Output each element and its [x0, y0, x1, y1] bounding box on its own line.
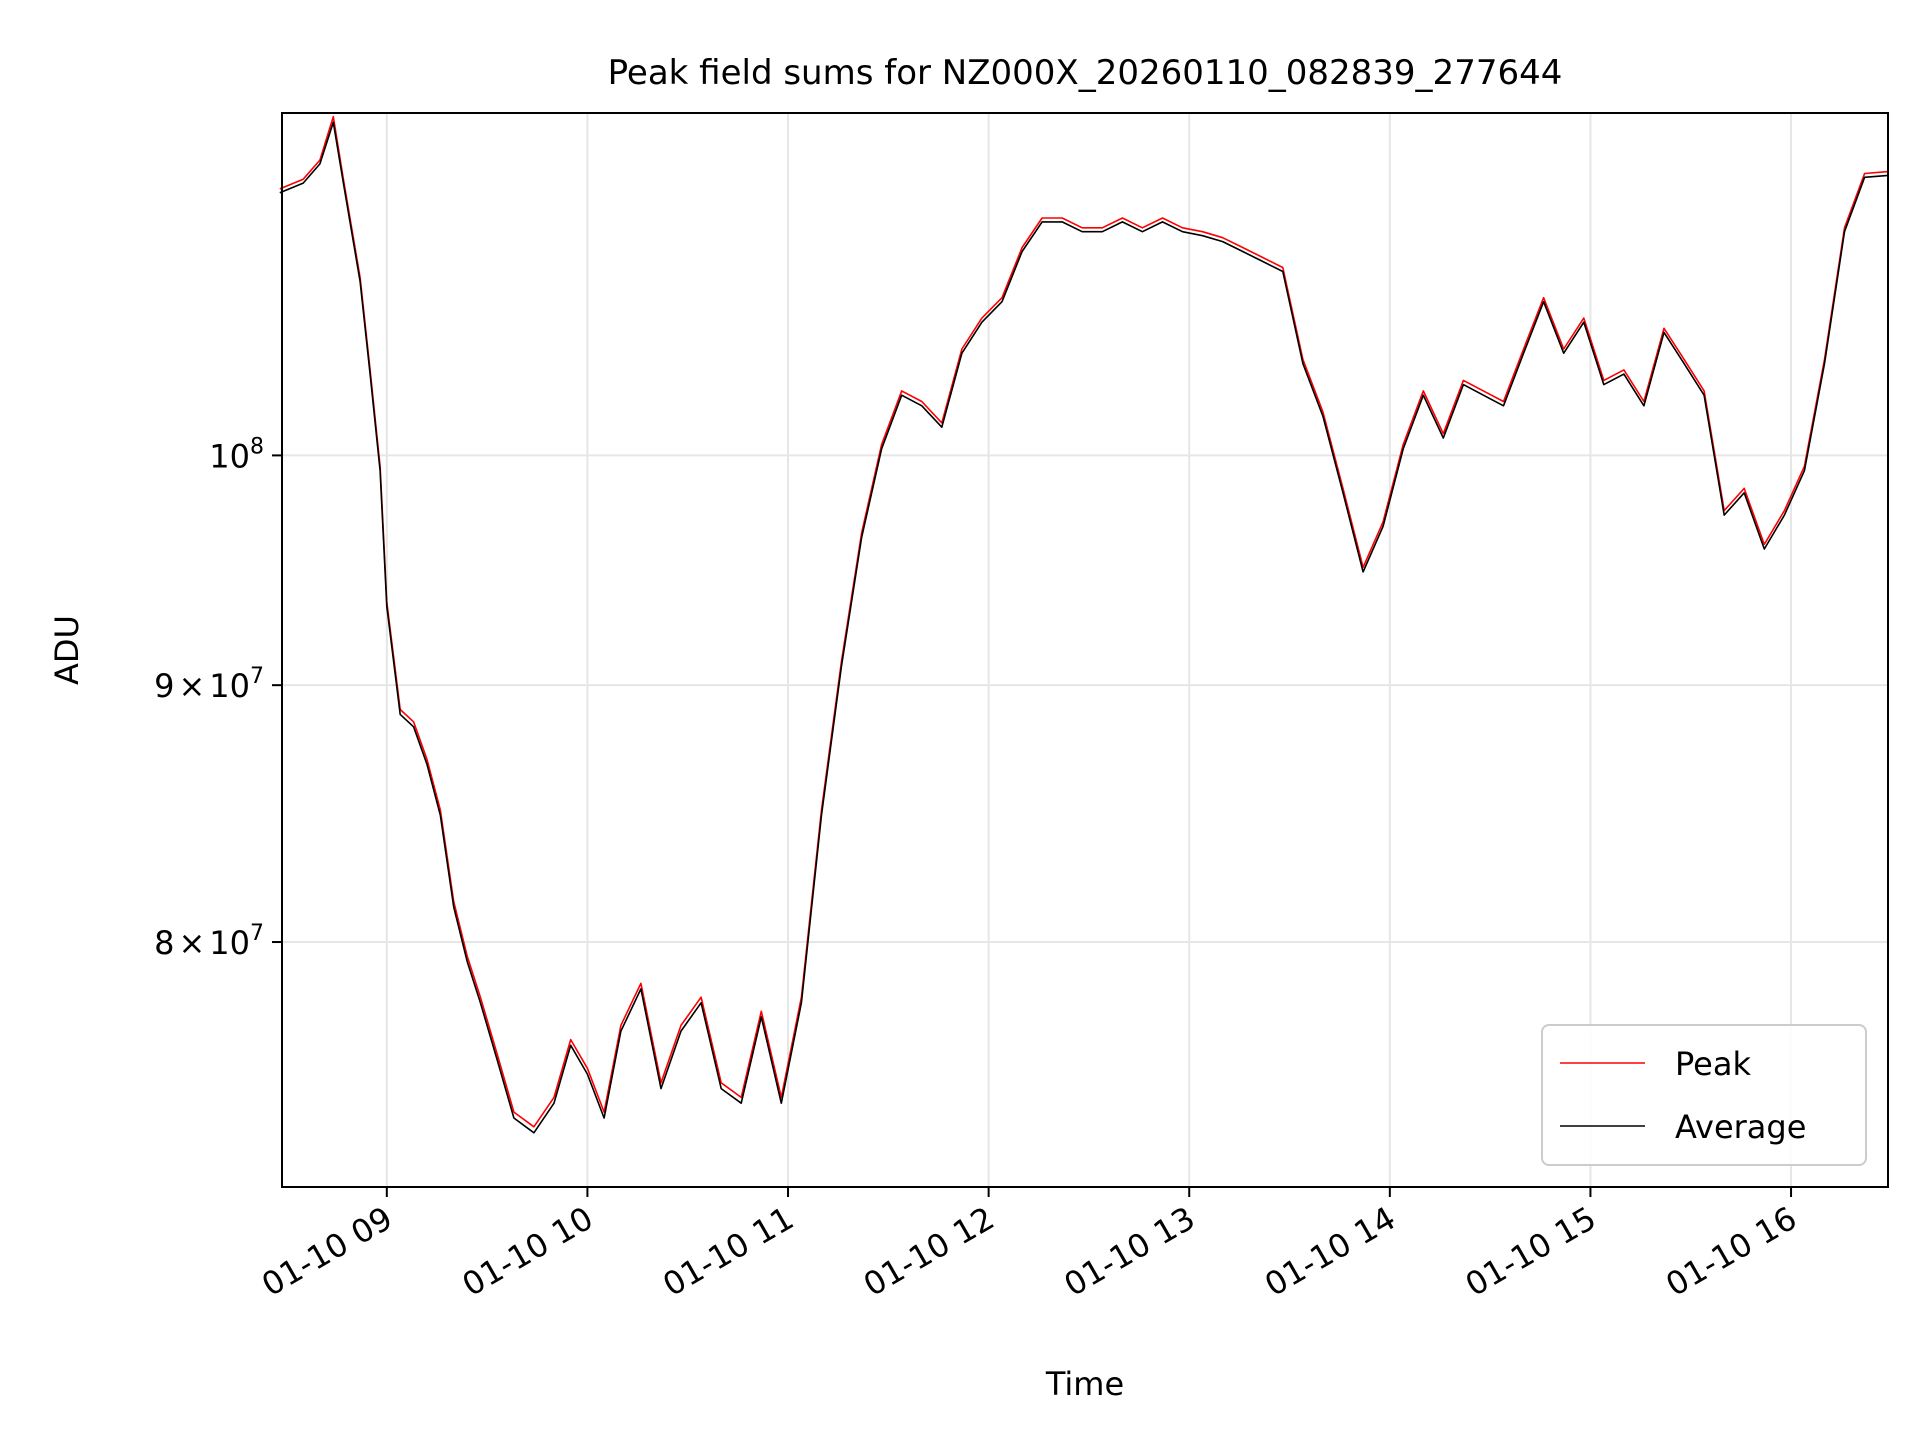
y-axis-label: ADU	[48, 615, 86, 685]
series-line-peak	[279, 115, 1889, 1128]
grid-lines	[282, 113, 1888, 1187]
y-tick-label: 9 × 107	[154, 664, 264, 705]
y-tick-label: 108	[209, 434, 264, 475]
y-tick-label: 8 × 107	[154, 921, 264, 962]
legend-box	[1541, 1024, 1867, 1166]
legend-label-average: Average	[1675, 1108, 1806, 1146]
plot-area-frame	[281, 112, 1889, 1188]
chart-title: Peak field sums for NZ000X_20260110_0828…	[608, 53, 1563, 93]
x-axis-label: Time	[1045, 1365, 1124, 1403]
plot-series	[279, 115, 1889, 1134]
series-line-average	[279, 121, 1889, 1134]
legend: Peak Average	[1541, 1024, 1867, 1166]
legend-label-peak: Peak	[1675, 1045, 1751, 1083]
y-axis-ticks: 8 × 107 9 × 107 108	[154, 434, 282, 962]
